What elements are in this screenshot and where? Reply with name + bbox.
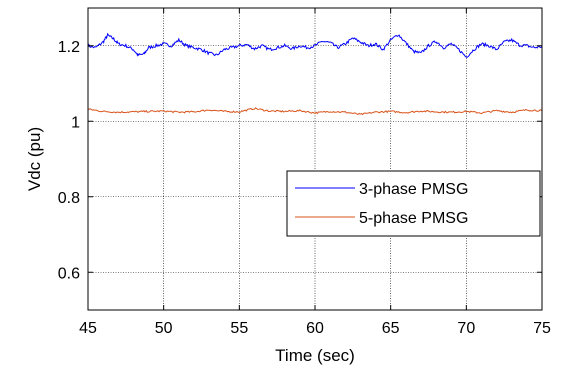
series-line-2 (87, 107, 543, 116)
x-tick-label: 75 (533, 320, 551, 337)
x-tick-label: 70 (457, 320, 475, 337)
y-tick-label: 1 (71, 114, 80, 131)
x-tick-label: 65 (382, 320, 400, 337)
axis-ticks: 45 50 55 60 65 70 75 0.6 0.8 1 1.2 (58, 8, 551, 337)
series-layer (87, 32, 543, 116)
y-tick-label: 0.6 (58, 265, 80, 282)
x-tick-label: 45 (79, 320, 97, 337)
x-axis-title: Time (sec) (275, 346, 355, 365)
y-tick-label: 1.2 (58, 39, 80, 56)
gridlines (88, 8, 542, 310)
legend-label: 5-phase PMSG (359, 210, 468, 227)
x-tick-label: 60 (306, 320, 324, 337)
legend-box (286, 170, 541, 237)
x-tick-label: 55 (230, 320, 248, 337)
series-line-1 (87, 32, 543, 58)
legend-label: 3-phase PMSG (359, 181, 468, 198)
x-tick-label: 50 (155, 320, 173, 337)
y-axis-title: Vdc (pu) (25, 127, 44, 191)
legend: 3-phase PMSG 5-phase PMSG (286, 170, 541, 237)
y-tick-label: 0.8 (58, 190, 80, 207)
